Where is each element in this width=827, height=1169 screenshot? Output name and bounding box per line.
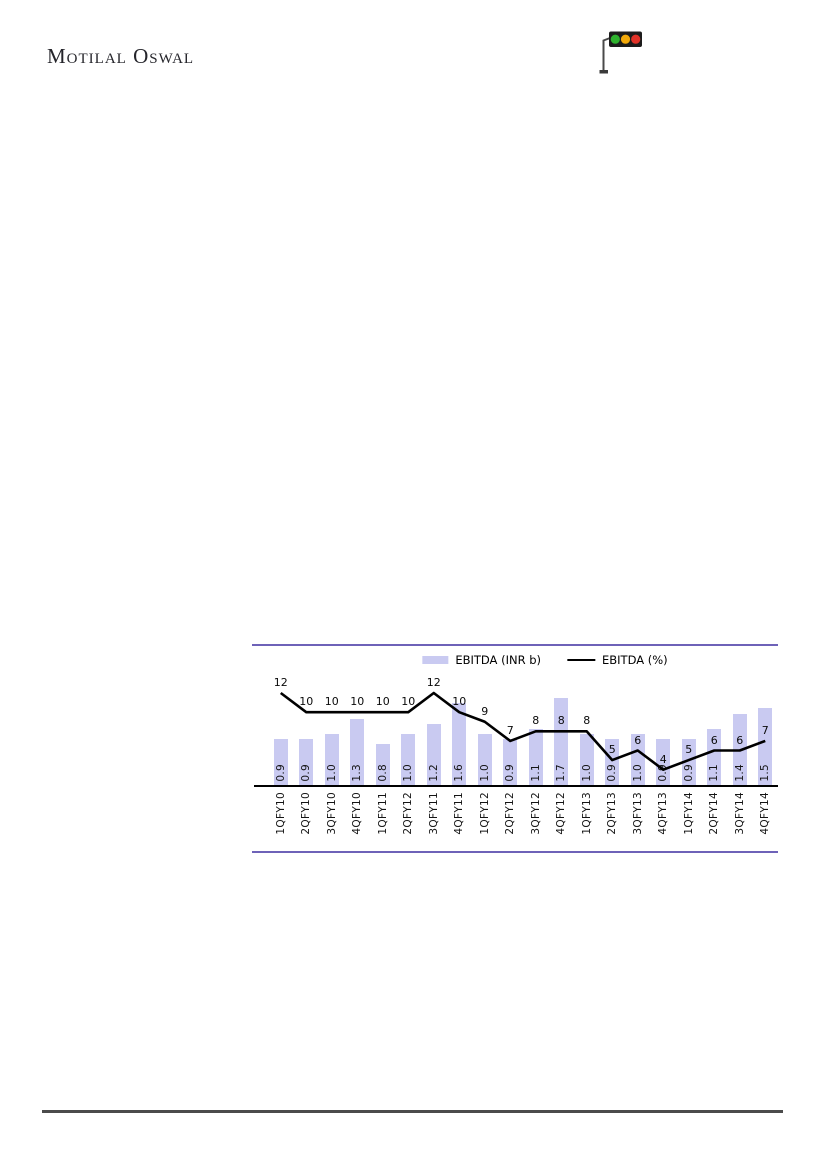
line-value-label: 8 bbox=[532, 714, 540, 728]
ebitda-bar bbox=[401, 734, 416, 785]
legend-bar-swatch bbox=[422, 656, 449, 664]
ebitda-bar bbox=[758, 708, 773, 785]
ebitda-bar bbox=[426, 724, 441, 785]
line-value-label: 5 bbox=[685, 743, 693, 757]
ebitda-bar bbox=[350, 719, 365, 785]
ebitda-bar bbox=[554, 698, 569, 785]
line-value-label: 10 bbox=[350, 695, 365, 709]
motilal-oswal-logo: Motilal Oswal bbox=[47, 44, 195, 68]
ebitda-line bbox=[279, 691, 766, 771]
footer-rule bbox=[42, 1110, 783, 1113]
line-value-label: 7 bbox=[761, 723, 769, 737]
line-value-label: 5 bbox=[608, 743, 616, 757]
line-value-label: 6 bbox=[710, 733, 718, 747]
amber-light bbox=[620, 34, 631, 44]
ebitda-bar bbox=[299, 739, 314, 785]
ebitda-bar bbox=[630, 734, 645, 785]
line-value-label: 4 bbox=[659, 752, 667, 766]
x-axis-line bbox=[254, 785, 778, 787]
line-value-label: 10 bbox=[375, 695, 390, 709]
ebitda-bar bbox=[707, 729, 722, 785]
legend-line-swatch bbox=[567, 658, 596, 662]
line-value-label: 8 bbox=[583, 714, 591, 728]
legend-line-label: EBITDA (%) bbox=[602, 653, 668, 667]
line-value-label: 12 bbox=[426, 676, 441, 689]
ebitda-bar bbox=[324, 734, 339, 785]
line-value-label: 10 bbox=[452, 695, 467, 709]
line-value-label: 6 bbox=[634, 733, 642, 747]
green-light bbox=[610, 34, 620, 44]
ebitda-bar bbox=[605, 739, 620, 785]
ebitda-bar bbox=[681, 739, 696, 785]
line-value-label: 10 bbox=[299, 695, 314, 709]
ebitda-bar bbox=[503, 739, 518, 785]
line-value-label: 10 bbox=[324, 695, 339, 709]
line-value-label: 10 bbox=[401, 695, 416, 709]
red-light bbox=[631, 34, 641, 44]
ebitda-bar bbox=[273, 739, 288, 785]
ebitda-bar bbox=[477, 734, 492, 785]
ebitda-line-layer bbox=[279, 691, 766, 771]
traffic-light-icon bbox=[597, 27, 645, 77]
legend-bar-label: EBITDA (INR b) bbox=[455, 653, 542, 667]
ebitda-bar bbox=[656, 739, 671, 785]
chart-plot: 0.9 12 1QFY10 0.9 10 2QFY10 1.0 10 3QFY10 1.3 10 4Q… bbox=[252, 646, 778, 851]
line-value-label: 12 bbox=[273, 676, 288, 689]
line-value-label: 8 bbox=[557, 714, 565, 728]
ebitda-chart: EBITDA (INR b) EBITDA (%) 0.9 12 1QFY10 0.9… bbox=[252, 644, 778, 853]
chart-legend: EBITDA (INR b) EBITDA (%) bbox=[422, 653, 668, 667]
line-value-label: 7 bbox=[506, 723, 514, 737]
line-value-label: 6 bbox=[736, 733, 744, 747]
ebitda-bar bbox=[579, 734, 594, 785]
ebitda-bar bbox=[452, 703, 467, 785]
ebitda-bar bbox=[375, 744, 390, 785]
ebitda-bar bbox=[528, 729, 543, 785]
line-value-label: 9 bbox=[481, 704, 489, 718]
